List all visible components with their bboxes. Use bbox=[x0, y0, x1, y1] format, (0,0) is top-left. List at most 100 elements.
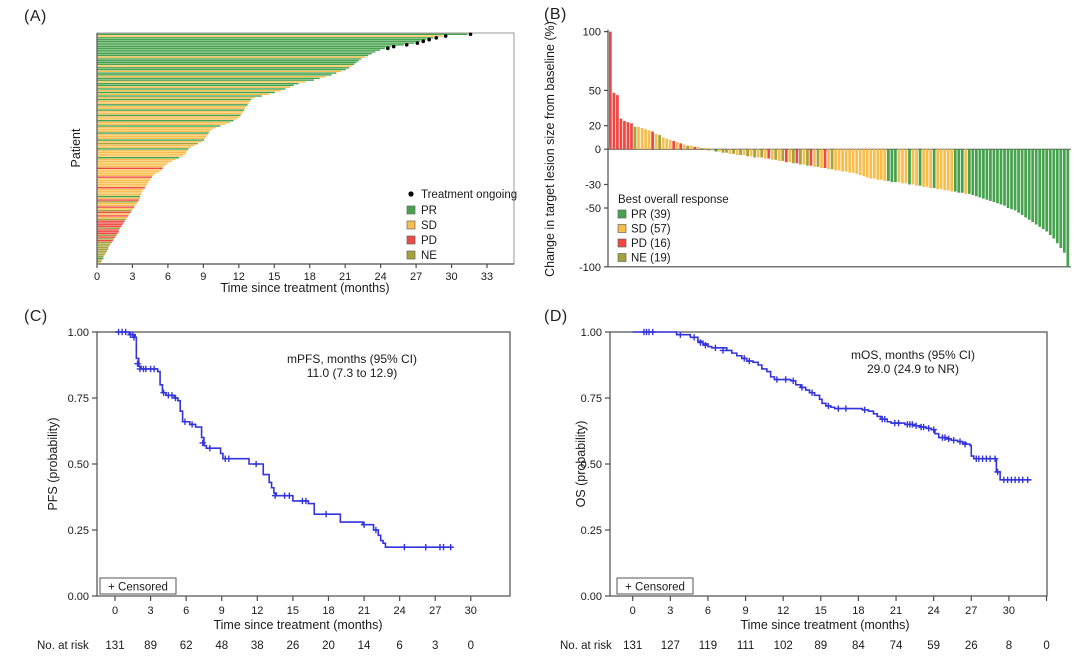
swimmer-bar bbox=[97, 149, 188, 152]
waterfall-bar bbox=[693, 146, 697, 150]
waterfall-bar bbox=[728, 149, 732, 154]
swimmer-bar bbox=[97, 107, 246, 110]
swimmer-bar bbox=[97, 155, 183, 157]
x-axis-label: Time since treatment (months) bbox=[740, 618, 909, 632]
swimmer-bar bbox=[97, 125, 221, 127]
x-tick-label: 18 bbox=[304, 271, 316, 283]
y-tick-label: 0.00 bbox=[581, 591, 602, 603]
waterfall-bar bbox=[939, 149, 943, 190]
waterfall-bar bbox=[799, 149, 802, 165]
swimmer-bar bbox=[97, 248, 109, 251]
legend-label-pr: PR bbox=[421, 205, 437, 217]
waterfall-bar bbox=[964, 149, 968, 194]
x-tick-label: 12 bbox=[251, 605, 263, 617]
swimmer-bar bbox=[97, 128, 213, 131]
swimmer-bar bbox=[97, 243, 111, 245]
waterfall-bar bbox=[904, 149, 908, 184]
risk-count: 6 bbox=[396, 640, 402, 652]
swimmer-bar bbox=[97, 176, 152, 178]
y-tick-label: 0.25 bbox=[68, 525, 89, 537]
x-tick-label: 27 bbox=[965, 605, 977, 617]
axis-ticks: 1.00 0.75 0.50 0.25 0.00 0 3 6 9 12 15 18 21 24 27 30 bbox=[68, 327, 477, 617]
os-km-chart: 1.00 0.75 0.50 0.25 0.00 0 3 6 9 12 15 18 21 24 27 30 1… bbox=[560, 327, 1050, 652]
swimmer-bar bbox=[97, 72, 337, 74]
swimmer-bar bbox=[97, 100, 251, 103]
panel-c-letter: (C) bbox=[24, 308, 48, 325]
waterfall-bar bbox=[753, 149, 757, 158]
waterfall-bar bbox=[985, 149, 989, 200]
swimmer-bar bbox=[97, 183, 148, 185]
swimmer-bar bbox=[97, 201, 138, 203]
waterfall-bar bbox=[1062, 149, 1066, 253]
risk-count: 59 bbox=[927, 640, 940, 652]
waterfall-bar bbox=[647, 130, 651, 150]
x-tick-label: 0 bbox=[94, 271, 100, 283]
x-tick-label: 21 bbox=[339, 271, 351, 283]
swimmer-bar bbox=[97, 123, 226, 125]
swimmer-bar bbox=[97, 222, 124, 224]
y-tick-label: 0 bbox=[595, 144, 601, 156]
swimmer-bar bbox=[97, 114, 241, 117]
waterfall-bar bbox=[686, 145, 690, 150]
swimmer-bar bbox=[97, 208, 134, 210]
waterfall-bar bbox=[718, 149, 721, 152]
swimmer-bar bbox=[97, 246, 109, 249]
waterfall-bar bbox=[953, 149, 957, 192]
waterfall-bar bbox=[763, 149, 767, 159]
risk-count: 102 bbox=[774, 640, 793, 652]
legend-title: Best overall response bbox=[618, 194, 729, 206]
waterfall-bar bbox=[704, 148, 707, 150]
swimmer-bar bbox=[97, 142, 199, 145]
waterfall-bar bbox=[696, 146, 700, 150]
risk-row-label: No. at risk bbox=[37, 640, 89, 652]
swimmer-bar bbox=[97, 134, 208, 136]
swimmer-bar bbox=[97, 93, 269, 95]
waterfall-bar bbox=[1024, 149, 1027, 218]
waterfall-bar bbox=[1041, 149, 1045, 230]
waterfall-bar bbox=[1052, 149, 1056, 239]
risk-count: 119 bbox=[699, 640, 717, 652]
legend-swatch-pd bbox=[617, 238, 627, 248]
ongoing-dot bbox=[427, 37, 431, 42]
waterfall-bar bbox=[855, 149, 859, 174]
swimmer-bar bbox=[97, 220, 125, 222]
waterfall-bar bbox=[1017, 149, 1020, 213]
swimmer-bar bbox=[97, 137, 206, 140]
swimmer-bar bbox=[97, 188, 144, 191]
swimmer-bar bbox=[97, 169, 162, 171]
swimmer-bar bbox=[97, 68, 346, 71]
swimmer-bar bbox=[97, 211, 131, 214]
risk-count: 89 bbox=[814, 640, 827, 652]
waterfall-bar bbox=[816, 149, 820, 167]
waterfall-bar bbox=[809, 149, 813, 166]
y-axis-label: Patient bbox=[69, 128, 83, 167]
waterfall-bar bbox=[1010, 149, 1013, 210]
waterfall-bar bbox=[633, 126, 637, 150]
risk-count: 74 bbox=[890, 640, 903, 652]
swimmer-bar bbox=[97, 97, 255, 99]
x-tick-label: 6 bbox=[165, 271, 171, 283]
median-annotation-line1: mOS, months (95% CI) bbox=[851, 348, 975, 362]
swimmer-bar bbox=[97, 104, 248, 106]
swimmer-bar bbox=[97, 60, 359, 62]
swimmer-bar bbox=[97, 105, 247, 108]
risk-count: 131 bbox=[623, 640, 642, 652]
waterfall-bar bbox=[1003, 149, 1006, 206]
swimmer-bar bbox=[97, 91, 275, 94]
swimmer-bar bbox=[97, 227, 121, 229]
waterfall-bar bbox=[781, 149, 785, 161]
swimmer-bar bbox=[97, 262, 100, 265]
y-axis-label: Change in target lesion size from baseli… bbox=[543, 21, 557, 277]
legend-label-sd: SD (57) bbox=[631, 224, 671, 236]
legend-label-sd: SD bbox=[421, 220, 437, 232]
waterfall-bar bbox=[651, 131, 654, 150]
waterfall-bar bbox=[1048, 149, 1052, 236]
swimmer-bar bbox=[97, 37, 434, 39]
swimmer-bar bbox=[97, 40, 421, 43]
waterfall-bar bbox=[1045, 149, 1049, 232]
waterfall-bar bbox=[637, 126, 640, 150]
waterfall-bar bbox=[837, 149, 841, 171]
risk-count: 62 bbox=[180, 640, 193, 652]
waterfall-bar bbox=[732, 149, 735, 154]
km-curve bbox=[115, 328, 454, 551]
